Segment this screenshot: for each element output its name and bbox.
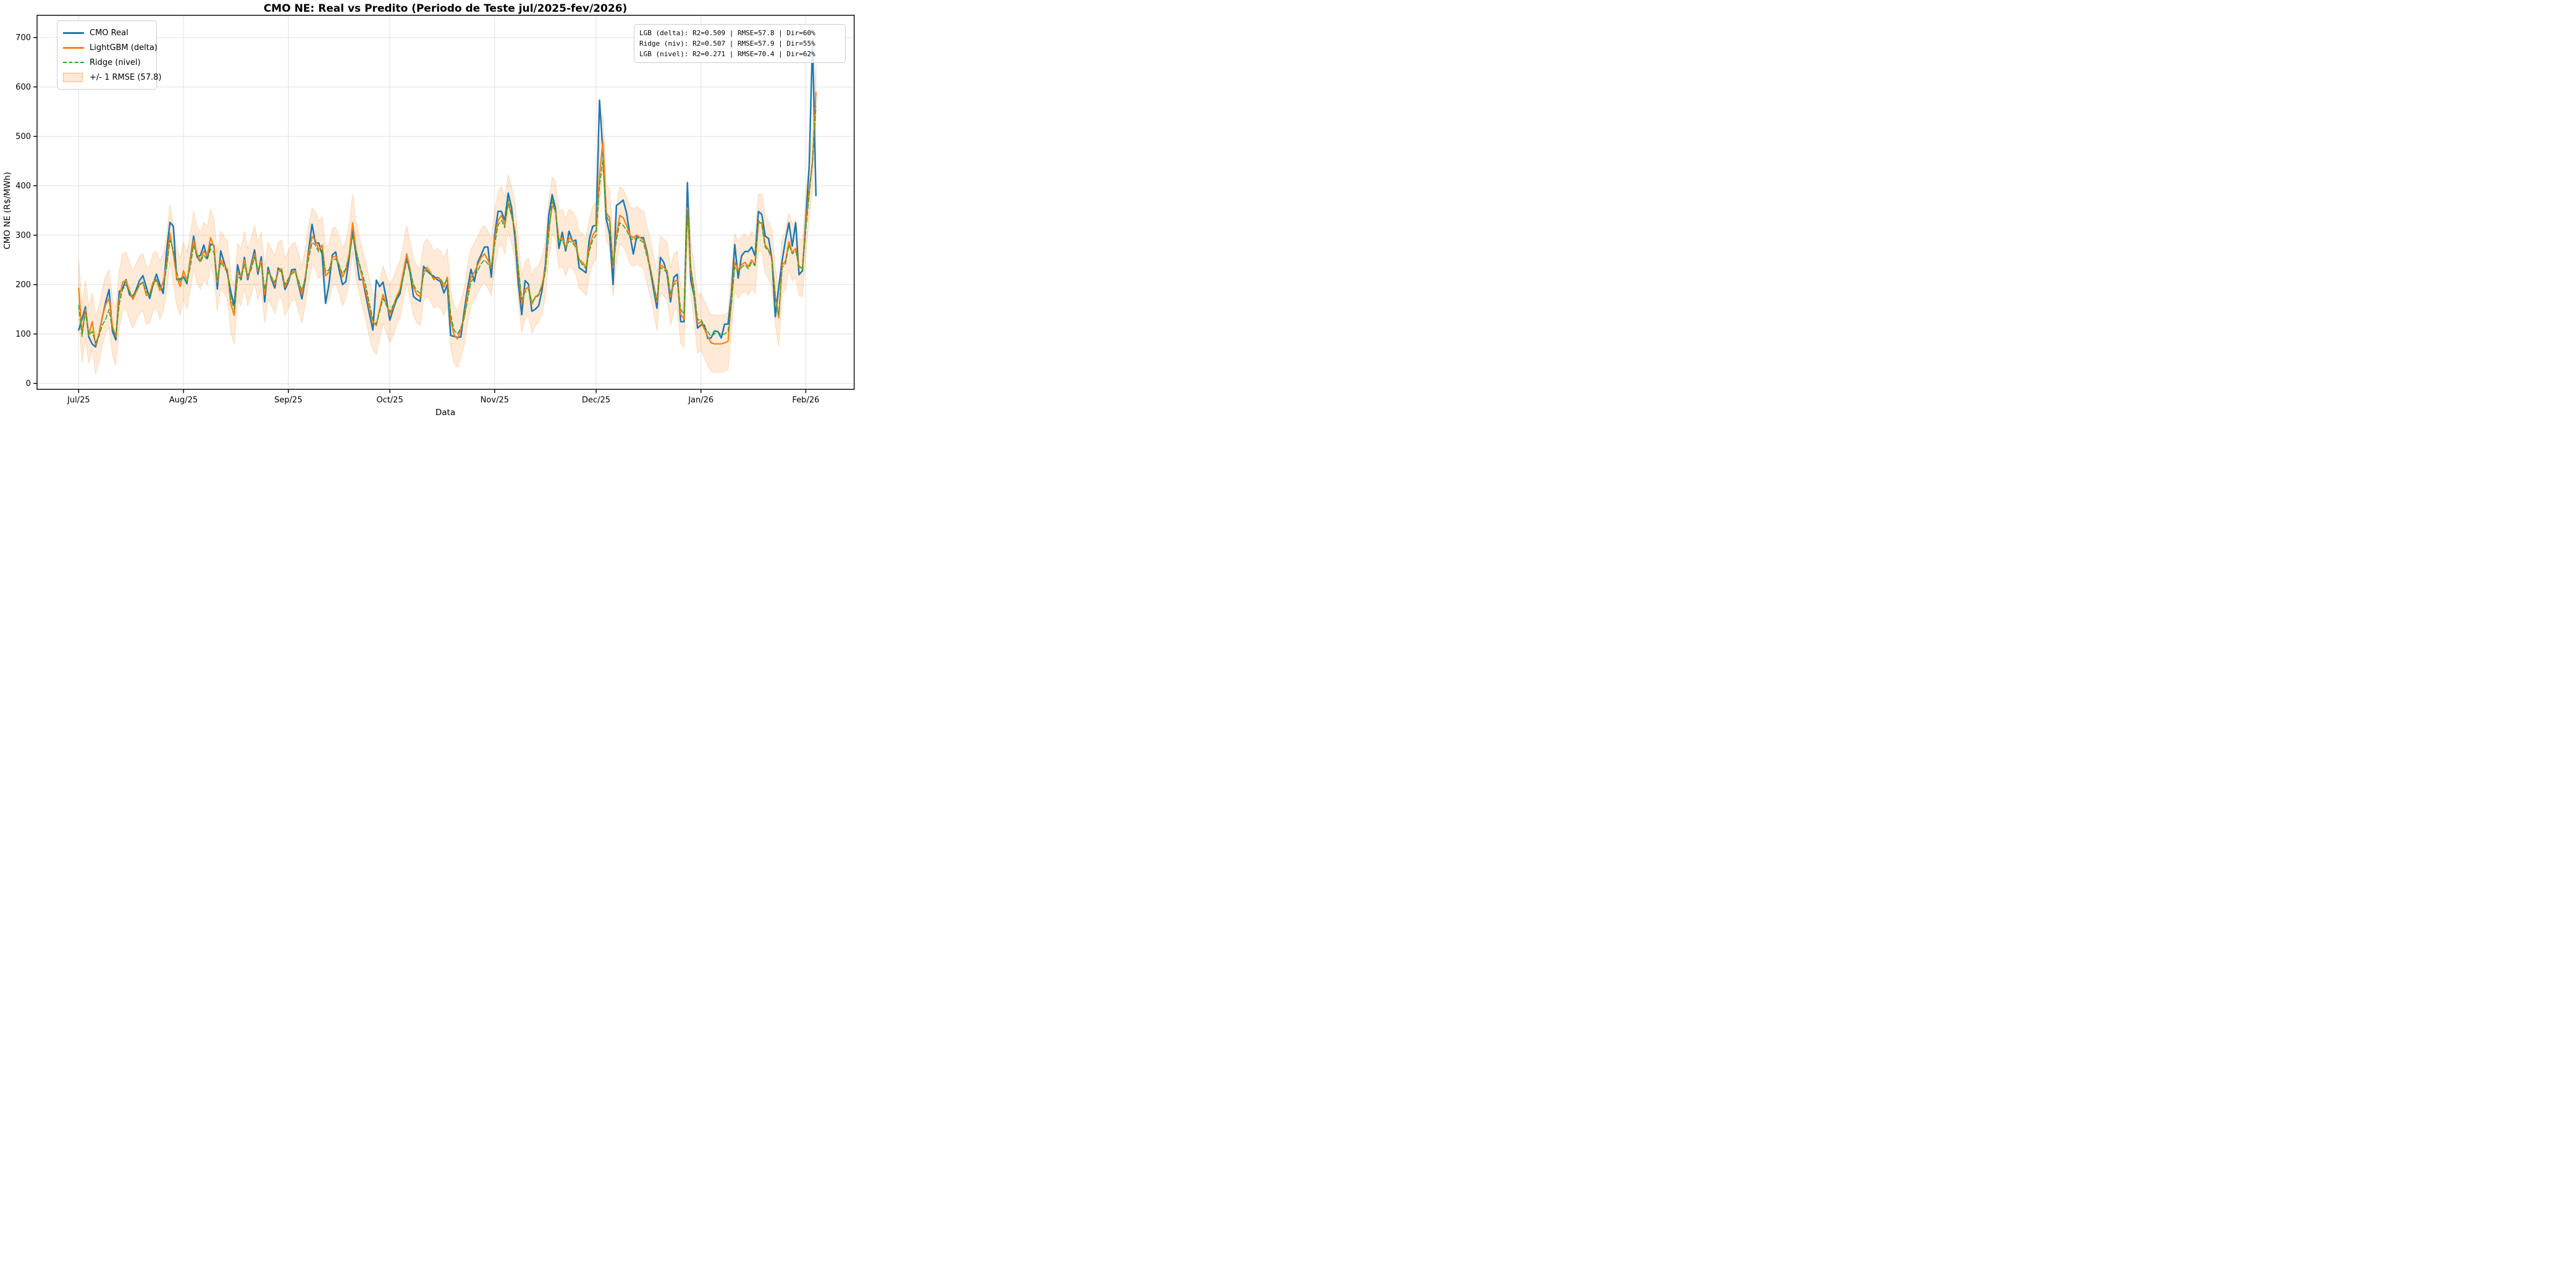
y-tick-label: 700 <box>15 33 31 43</box>
legend-label: +/- 1 RMSE (57.8) <box>90 72 162 82</box>
legend-label: Ridge (nivel) <box>90 57 141 67</box>
metrics-line-ridge-niv: Ridge (niv): R2=0.507 | RMSE=57.9 | Dir=… <box>639 40 815 48</box>
plot-area: 0 100 200 300 400 500 600 700 Jul/25 Aug/25 Sep/25… <box>15 15 855 405</box>
series-line-ridge-nivel- <box>78 106 817 343</box>
y-tick-label: 200 <box>15 280 31 290</box>
metrics-line-lgb-delta: LGB (delta): R2=0.509 | RMSE=57.8 | Dir=… <box>639 29 815 37</box>
blue-line-icon <box>63 32 84 34</box>
x-tick-label: Oct/25 <box>376 395 403 405</box>
legend-label: LightGBM (delta) <box>90 43 158 53</box>
y-axis-label: CMO NE (R$/MWh) <box>2 172 12 250</box>
y-tick-label: 400 <box>15 182 31 191</box>
metrics-box: LGB (delta): R2=0.509 | RMSE=57.8 | Dir=… <box>634 24 846 63</box>
green-dashed-line-icon <box>63 62 84 63</box>
x-tick-label: Aug/25 <box>169 395 198 405</box>
x-axis-label: Data <box>435 408 456 418</box>
x-tick-label: Sep/25 <box>274 395 302 405</box>
legend-item-ridge-nivel: Ridge (nivel) <box>63 55 150 70</box>
legend-item-cmo-real: CMO Real <box>63 25 150 40</box>
band-swatch-icon <box>63 72 84 82</box>
x-tick-label: Dec/25 <box>582 395 610 405</box>
legend-item-lightgbm-delta: LightGBM (delta) <box>63 40 158 55</box>
rmse-band <box>78 64 817 374</box>
y-tick-label: 600 <box>15 83 31 92</box>
chart-title: CMO NE: Real vs Predito (Periodo de Test… <box>263 2 628 15</box>
x-tick-label: Feb/26 <box>792 395 819 405</box>
y-tick-label: 100 <box>15 330 31 339</box>
axes-spines <box>36 15 855 390</box>
legend-item-rmse-band: +/- 1 RMSE (57.8) <box>63 70 161 85</box>
x-tick-label: Jan/26 <box>688 395 713 405</box>
chart-figure: 0 100 200 300 400 500 600 700 Jul/25 Aug/25 Sep/25… <box>0 0 859 426</box>
legend: CMO Real LightGBM (delta) Ridge (nivel) … <box>57 20 161 90</box>
orange-line-icon <box>63 46 84 49</box>
y-tick-label: 300 <box>15 231 31 240</box>
x-tick-label: Jul/25 <box>67 395 90 405</box>
metrics-line-lgb-nivel: LGB (nivel): R2=0.271 | RMSE=70.4 | Dir=… <box>639 50 815 58</box>
x-tick-label: Nov/25 <box>481 395 509 405</box>
legend-label: CMO Real <box>90 28 128 38</box>
y-tick-label: 500 <box>15 132 31 141</box>
y-tick-label: 0 <box>26 379 31 389</box>
